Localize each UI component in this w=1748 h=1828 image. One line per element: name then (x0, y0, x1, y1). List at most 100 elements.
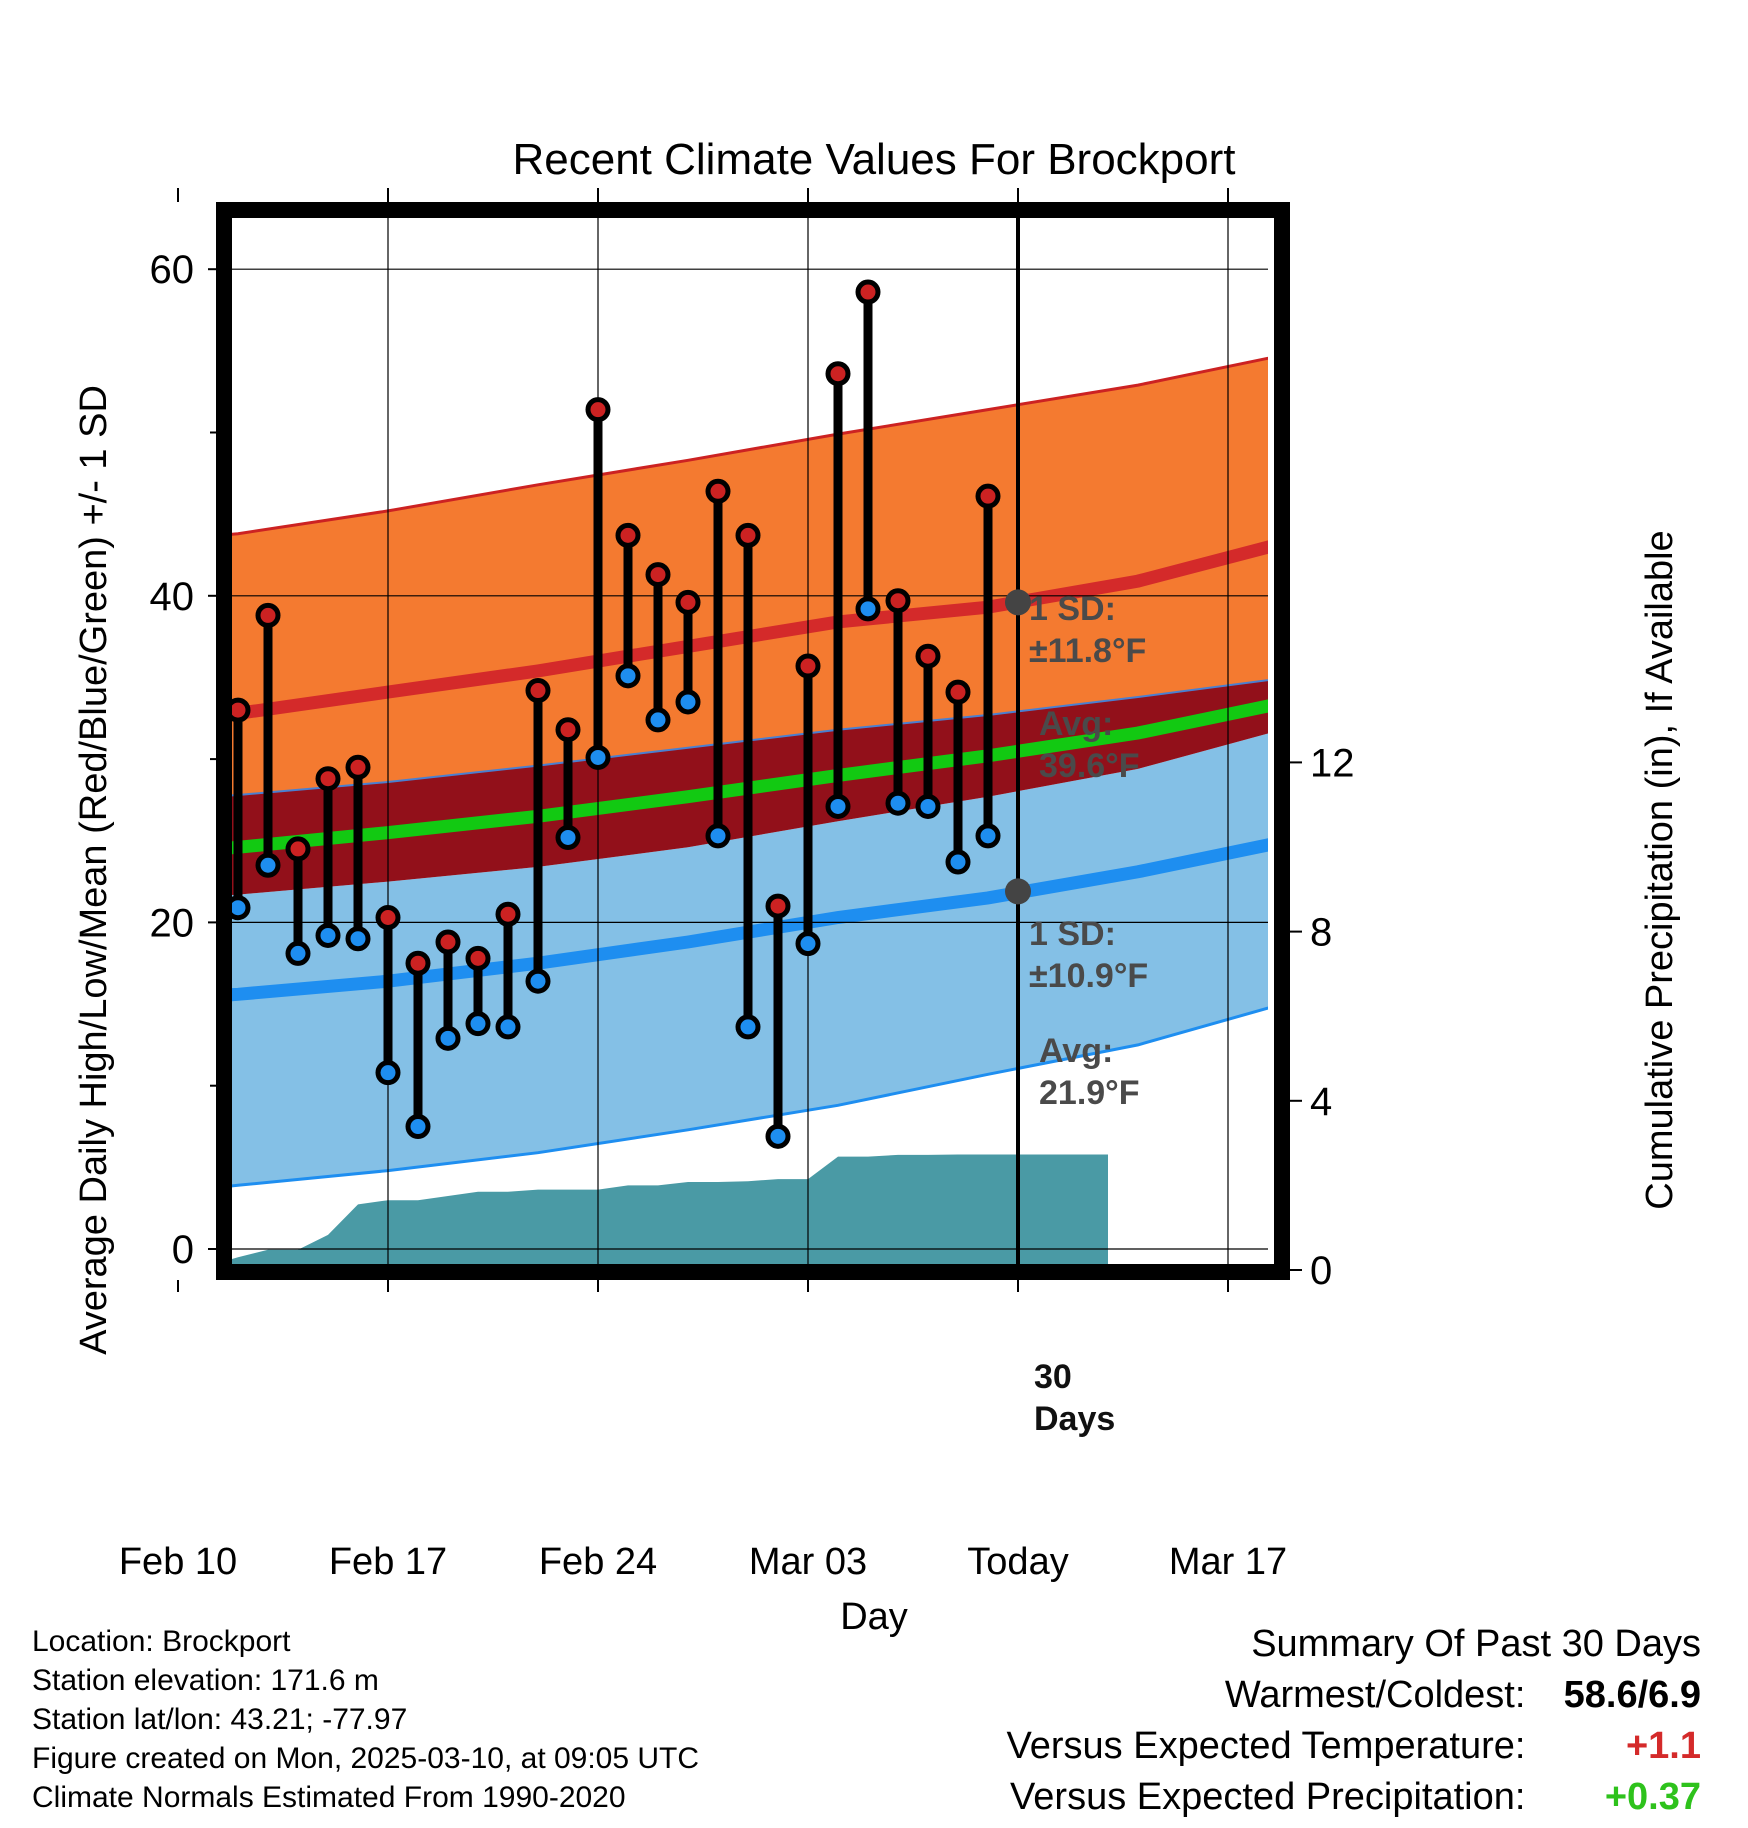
daily-high-point (555, 717, 581, 743)
low-minus-sd-line (232, 1006, 1268, 1188)
daily-high-point (765, 893, 791, 919)
temperature-label: Versus Expected Temperature: (1006, 1725, 1526, 1767)
daily-high-point (675, 589, 701, 615)
summary-warmest-coldest: Warmest/Coldest: 58.6/6.9 (1007, 1670, 1701, 1721)
daily-high-point (705, 478, 731, 504)
daily-high-point (232, 697, 251, 723)
days-count-label: 30 (1034, 1358, 1072, 1396)
x-axis-label: Day (840, 1596, 908, 1638)
daily-low-point (585, 744, 611, 770)
x-tick-label: Mar 17 (1169, 1541, 1287, 1583)
daily-high-point (885, 588, 911, 614)
meta-normals: Climate Normals Estimated From 1990-2020 (32, 1781, 626, 1814)
y2-tick-label: 0 (1310, 1249, 1332, 1293)
summary-title: Summary Of Past 30 Days (1251, 1623, 1701, 1665)
daily-high-point (975, 483, 1001, 509)
daily-low-point (465, 1011, 491, 1037)
warmest-coldest-value: 58.6/6.9 (1563, 1674, 1701, 1716)
y-tick-label: 60 (150, 248, 195, 292)
daily-high-point (255, 602, 281, 628)
y2-tick-label: 8 (1310, 911, 1332, 955)
daily-high-point (645, 562, 671, 588)
daily-low-point (435, 1025, 461, 1051)
daily-low-point (405, 1114, 431, 1140)
y-tick-label: 40 (150, 575, 195, 619)
chart-title: Recent Climate Values For Brockport (512, 135, 1235, 184)
low-avg-label: Avg: (1039, 1032, 1113, 1070)
meta-elevation: Station elevation: 171.6 m (32, 1664, 379, 1697)
daily-high-point (198, 754, 218, 774)
low-sd-label: 1 SD: (1029, 915, 1116, 953)
y-tick-label: 20 (150, 901, 195, 945)
daily-high-point (525, 678, 551, 704)
daily-high-point (375, 905, 401, 931)
x-tick-label: Feb 17 (329, 1541, 447, 1583)
daily-high-point (168, 808, 188, 828)
daily-low-point (345, 926, 371, 952)
meta-created: Figure created on Mon, 2025-03-10, at 09… (32, 1742, 700, 1775)
daily-high-point (795, 653, 821, 679)
daily-low-point (645, 707, 671, 733)
daily-low-point (232, 895, 251, 921)
daily-high-point (855, 279, 881, 305)
high-avg-label: Avg: (1039, 705, 1113, 743)
days-word-label: Days (1034, 1400, 1115, 1438)
daily-high-point (825, 361, 851, 387)
low-avg-marker (1005, 878, 1031, 905)
daily-high-point (345, 754, 371, 780)
precipitation-label: Versus Expected Precipitation: (1010, 1776, 1526, 1818)
precipitation-anomaly-value: +0.37 (1604, 1776, 1701, 1818)
summary-temperature: Versus Expected Temperature: +1.1 (1007, 1721, 1701, 1772)
daily-high-point (585, 397, 611, 423)
daily-low-point (138, 854, 158, 874)
daily-low-point (735, 1014, 761, 1040)
daily-low-point (495, 1014, 521, 1040)
daily-high-point (615, 522, 641, 548)
daily-low-point (198, 1004, 218, 1024)
daily-high-point (465, 945, 491, 971)
high-sd-value: ±11.8°F (1029, 632, 1146, 670)
meta-location: Location: Brockport (32, 1625, 291, 1658)
daily-low-point (285, 940, 311, 966)
x-tick-label: Today (967, 1541, 1068, 1583)
meta-latlon: Station lat/lon: 43.21; -77.97 (32, 1703, 408, 1736)
y2-tick-label: 12 (1310, 741, 1355, 785)
y2-axis-label: Cumulative Precipitation (in), If Availa… (1639, 530, 1681, 1209)
x-tick-label: Feb 24 (539, 1541, 657, 1583)
daily-low-point (825, 793, 851, 819)
high-minus-sd-line (232, 679, 1268, 797)
normal-low-line (232, 838, 1268, 1002)
plot-frame (216, 202, 1290, 1280)
low-sd-value: ±10.9°F (1029, 957, 1148, 995)
daily-high-point (315, 766, 341, 792)
daily-high-point (915, 643, 941, 669)
y-tick-label: 0 (172, 1228, 194, 1272)
daily-high-point (435, 929, 461, 955)
daily-low-point (375, 1060, 401, 1086)
daily-low-point (795, 931, 821, 957)
summary-precipitation: Versus Expected Precipitation: +0.37 (1007, 1772, 1701, 1823)
y2-tick-label: 4 (1310, 1080, 1332, 1124)
daily-high-point (945, 679, 971, 705)
high-sd-label: 1 SD: (1029, 590, 1116, 628)
daily-low-point (675, 689, 701, 715)
daily-low-point (555, 824, 581, 850)
daily-low-point (705, 823, 731, 849)
y-axis-label: Average Daily High/Low/Mean (Red/Blue/Gr… (73, 385, 115, 1355)
daily-high-point (285, 836, 311, 862)
daily-low-point (615, 663, 641, 689)
daily-low-point (945, 849, 971, 875)
warmest-coldest-label: Warmest/Coldest: (1224, 1674, 1526, 1716)
plot-area (138, 218, 1268, 1264)
daily-high-point (495, 901, 521, 927)
daily-high-point (405, 950, 431, 976)
daily-low-point (975, 823, 1001, 849)
high-avg-marker (1005, 589, 1031, 616)
x-tick-label: Mar 03 (749, 1541, 867, 1583)
daily-high-point (735, 522, 761, 548)
temperature-anomaly-value: +1.1 (1625, 1725, 1701, 1767)
daily-low-point (915, 793, 941, 819)
high-plus-sd-line (232, 356, 1268, 536)
daily-low-point (315, 922, 341, 948)
